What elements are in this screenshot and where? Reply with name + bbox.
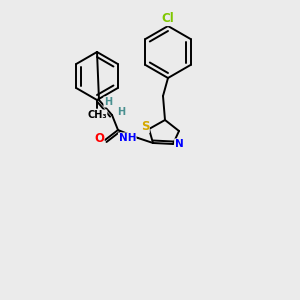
Text: Cl: Cl xyxy=(162,13,174,26)
Text: O: O xyxy=(94,131,104,145)
Text: H: H xyxy=(117,107,125,117)
Text: S: S xyxy=(141,119,149,133)
Text: H: H xyxy=(104,97,112,107)
Text: N: N xyxy=(175,139,183,149)
Text: NH: NH xyxy=(118,133,136,143)
Text: CH₃: CH₃ xyxy=(87,110,107,120)
